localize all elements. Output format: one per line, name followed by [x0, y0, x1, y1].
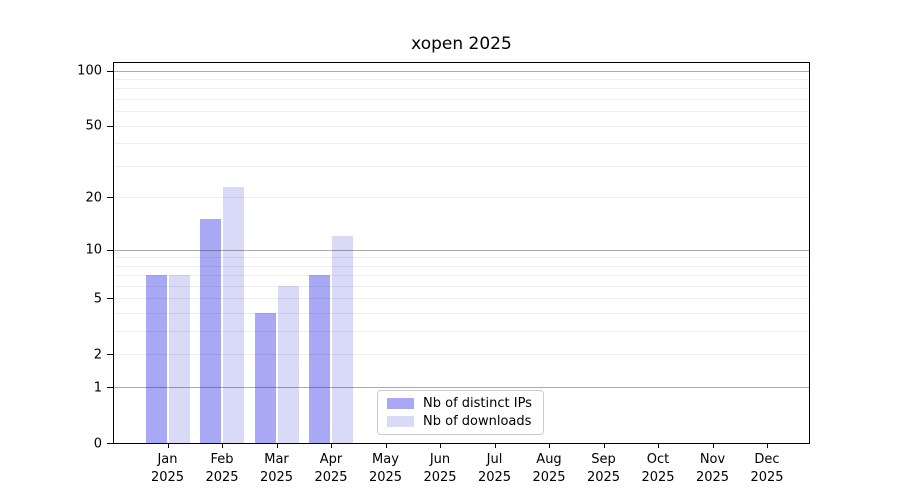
y-axis-tick	[107, 126, 113, 127]
y-axis-tick-label: 10	[85, 242, 102, 258]
x-axis-tick	[331, 443, 332, 448]
bar-downloads-jan	[168, 275, 190, 443]
minor-gridline	[114, 285, 809, 287]
minor-gridline	[114, 143, 809, 145]
bar-distinct-ips-apr	[309, 275, 330, 443]
x-axis-tick	[167, 443, 169, 448]
y-axis-tick	[107, 71, 113, 72]
x-axis-tick	[603, 443, 605, 448]
legend-label-distinct-ips: Nb of distinct IPs	[423, 396, 532, 411]
minor-gridline	[114, 165, 809, 167]
x-axis-tick-label: Feb 2025	[205, 452, 239, 485]
chart-title: xopen 2025	[411, 34, 512, 54]
x-axis-tick	[494, 443, 496, 448]
minor-gridline	[114, 125, 809, 127]
minor-gridline	[114, 298, 809, 300]
bar-distinct-ips-feb	[200, 219, 221, 443]
major-gridline	[114, 249, 809, 251]
x-axis-tick-label: Sep 2025	[586, 452, 621, 485]
y-axis-tick-label: 5	[93, 291, 102, 307]
y-axis-tick	[107, 197, 113, 198]
plot-area: 0 1 2 5 10 20 50 100 Jan 2025 Feb 2025 Mar 2025 Apr 202…	[77, 62, 810, 485]
x-axis-tick-label: Apr 2025	[314, 452, 348, 485]
legend-label-downloads: Nb of downloads	[423, 414, 532, 429]
minor-gridline	[114, 331, 809, 333]
bar-downloads-apr	[332, 236, 353, 443]
x-axis-tick-label: Jun 2025	[423, 452, 457, 485]
minor-gridline	[114, 354, 809, 356]
x-axis-tick	[440, 443, 441, 448]
legend: Nb of distinct IPs Nb of downloads	[377, 390, 544, 435]
x-axis-tick	[222, 443, 223, 448]
bar-distinct-ips-mar	[254, 313, 276, 443]
bar-downloads-feb	[223, 186, 244, 443]
x-axis-tick	[549, 443, 550, 448]
minor-gridline	[114, 111, 809, 113]
x-axis-tick	[712, 443, 714, 448]
legend-swatch-downloads-icon	[387, 416, 414, 427]
minor-gridline	[114, 88, 809, 90]
y-axis-tick-label: 2	[93, 347, 102, 363]
legend-swatch-distinct-ips-icon	[387, 398, 414, 409]
y-axis-tick	[107, 298, 113, 299]
legend-item-downloads: Nb of downloads	[387, 414, 532, 429]
x-axis-tick	[276, 443, 278, 448]
x-axis-tick	[767, 443, 768, 448]
y-axis-tick-label: 100	[77, 63, 102, 79]
y-axis-tick-label: 50	[85, 118, 102, 134]
x-axis-tick-label: Jul 2025	[477, 452, 512, 485]
minor-gridline	[114, 99, 809, 101]
minor-gridline	[114, 197, 809, 199]
x-axis-tick-label: Aug 2025	[532, 452, 566, 485]
y-axis-tick-label: 0	[93, 436, 102, 451]
x-axis-tick-label: Mar 2025	[259, 452, 294, 485]
legend-item-distinct-ips: Nb of distinct IPs	[387, 396, 532, 411]
y-axis-tick-label: 1	[93, 380, 102, 396]
y-axis-tick	[107, 250, 113, 251]
x-axis-tick-label: Nov 2025	[695, 452, 730, 485]
y-axis-tick	[107, 443, 113, 444]
minor-gridline	[114, 275, 809, 277]
bar-distinct-ips-jan	[145, 275, 167, 443]
major-gridline	[114, 70, 809, 72]
minor-gridline	[114, 257, 809, 259]
minor-gridline	[114, 265, 809, 267]
y-axis-tick-label: 20	[85, 190, 102, 206]
x-axis-tick-label: May 2025	[368, 452, 403, 485]
major-gridline	[114, 387, 809, 389]
y-axis-tick	[107, 354, 113, 355]
x-axis-tick	[385, 443, 387, 448]
x-axis-tick-label: Oct 2025	[641, 452, 675, 485]
x-axis-tick	[658, 443, 659, 448]
x-axis-tick-label: Jan 2025	[150, 452, 185, 485]
bar-downloads-mar	[277, 286, 299, 443]
x-axis-tick-label: Dec 2025	[750, 452, 784, 485]
y-axis-tick	[107, 387, 113, 388]
minor-gridline	[114, 313, 809, 315]
minor-gridline	[114, 79, 809, 81]
